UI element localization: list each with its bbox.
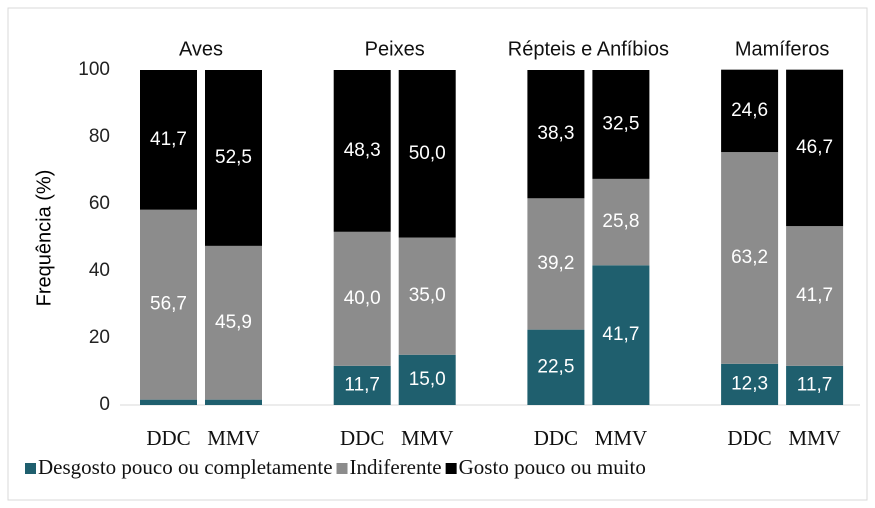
data-label: 35,0 — [409, 285, 446, 306]
bar-segment — [205, 245, 262, 400]
x-tick-label: DDC — [727, 426, 771, 450]
legend-swatch — [25, 463, 36, 474]
bar-segment — [721, 69, 779, 153]
y-tick-label: 80 — [89, 126, 110, 147]
bar-segment — [140, 209, 197, 400]
group-label: Aves — [179, 38, 223, 60]
x-tick-label: DDC — [340, 426, 384, 450]
bar-segment — [205, 399, 262, 405]
data-label: 41,7 — [602, 324, 639, 345]
data-label: 39,2 — [537, 253, 574, 274]
legend-label: Gosto pouco ou muito — [459, 455, 646, 479]
x-tick-label: MMV — [207, 426, 260, 450]
data-label: 56,7 — [150, 294, 187, 315]
y-axis-label: Frequência (%) — [33, 170, 55, 307]
bar-segment — [205, 70, 262, 246]
bar-segment — [592, 265, 650, 405]
bar-segment — [398, 70, 456, 238]
data-label: 41,7 — [796, 285, 833, 306]
data-label: 22,5 — [537, 356, 574, 377]
legend-label: Indiferente — [350, 455, 442, 479]
bar-segment — [333, 231, 391, 366]
y-tick-label: 60 — [89, 193, 110, 214]
data-label: 11,7 — [344, 374, 380, 395]
y-tick-label: 20 — [89, 327, 110, 348]
data-label: 24,6 — [731, 100, 768, 121]
y-tick-label: 40 — [89, 260, 110, 281]
group-label: Répteis e Anfíbios — [508, 38, 669, 60]
x-tick-label: DDC — [534, 426, 578, 450]
data-label: 45,9 — [215, 312, 252, 333]
legend-swatch — [336, 463, 348, 474]
data-label: 25,8 — [602, 211, 639, 232]
bar-segment — [398, 354, 456, 405]
data-label: 15,0 — [409, 369, 446, 390]
group-label: Mamíferos — [735, 38, 829, 60]
y-tick-label: 0 — [99, 394, 110, 415]
bar-segment — [786, 365, 844, 405]
x-tick-label: MMV — [595, 426, 648, 450]
x-tick-label: MMV — [401, 426, 454, 450]
bar-segment — [721, 152, 779, 364]
data-label: 12,3 — [731, 373, 768, 394]
x-tick-label: MMV — [788, 426, 841, 450]
bar-segment — [527, 198, 585, 330]
y-tick-label: 100 — [78, 59, 110, 80]
data-label: 63,2 — [731, 247, 768, 268]
legend-swatch — [445, 463, 457, 474]
data-label: 41,7 — [150, 129, 187, 150]
legend-label: Desgosto pouco ou completamente — [38, 455, 333, 479]
data-label: 52,5 — [215, 147, 252, 168]
bar-segment — [592, 70, 650, 179]
data-label: 40,0 — [344, 288, 381, 309]
bar-segment — [527, 329, 585, 405]
bar-segment — [592, 178, 650, 266]
bar-segment — [333, 70, 391, 232]
bar-segment — [786, 226, 844, 366]
data-label: 48,3 — [344, 140, 381, 161]
bar-segment — [786, 69, 844, 227]
bar-segment — [140, 70, 197, 210]
bar-segment — [527, 70, 585, 199]
group-label: Peixes — [365, 38, 425, 60]
bar-segment — [398, 237, 456, 355]
bar-segment — [333, 365, 391, 405]
data-label: 11,7 — [797, 374, 833, 395]
bar-segment — [140, 399, 197, 405]
x-tick-label: DDC — [146, 426, 190, 450]
data-label: 38,3 — [537, 123, 574, 144]
data-label: 50,0 — [409, 143, 446, 164]
data-label: 32,5 — [602, 113, 639, 134]
data-label: 46,7 — [796, 137, 833, 158]
bar-segment — [721, 363, 779, 405]
